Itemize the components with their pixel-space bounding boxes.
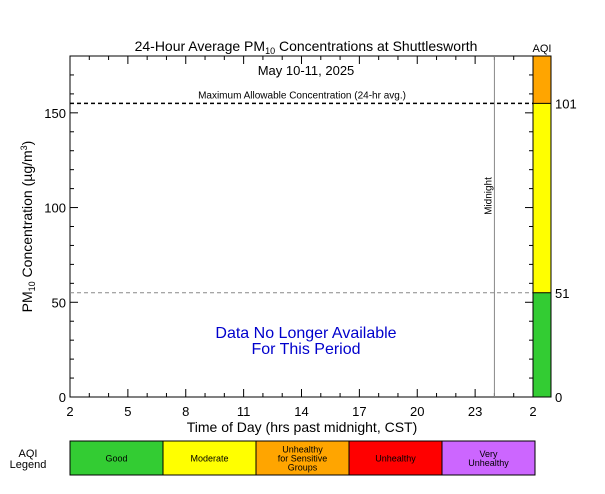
legend-item-label: Very xyxy=(479,449,498,459)
legend-item-label: for Sensitive xyxy=(278,454,328,464)
aqi-bar-label: 101 xyxy=(555,96,577,111)
legend-item-label: Good xyxy=(105,454,127,464)
aqi-bar-segment xyxy=(533,56,551,104)
aqi-bar-label: 0 xyxy=(555,390,562,405)
x-tick-label: 11 xyxy=(237,404,251,419)
midnight-label: Midnight xyxy=(483,177,494,215)
aqi-bar-label: 51 xyxy=(555,286,569,301)
legend-title-line2: Legend xyxy=(10,459,47,471)
x-tick-label: 20 xyxy=(410,404,424,419)
legend-swatch xyxy=(162,440,257,476)
aqi-bar-frame xyxy=(532,55,552,398)
x-tick-label: 5 xyxy=(124,404,131,419)
reference-line-label: Maximum Allowable Concentration (24-hr a… xyxy=(198,90,406,101)
x-tick-label: 14 xyxy=(294,404,308,419)
x-tick-label: 2 xyxy=(66,404,73,419)
legend-item-label: Moderate xyxy=(190,454,228,464)
x-tick-label: 23 xyxy=(468,404,482,419)
chart-title: 24-Hour Average PM10 Concentrations at S… xyxy=(135,38,478,56)
legend-swatch xyxy=(441,440,536,476)
aqi-bar-segment xyxy=(533,103,551,293)
legend-title-line1: AQI xyxy=(19,448,38,460)
y-tick-label: 0 xyxy=(59,390,66,405)
x-axis-label: Time of Day (hrs past midnight, CST) xyxy=(187,419,418,435)
y-tick-label: 100 xyxy=(44,201,66,216)
x-tick-label: 2 xyxy=(529,404,536,419)
x-tick-label: 8 xyxy=(182,404,189,419)
y-tick-label: 150 xyxy=(44,106,66,121)
legend-item-label: Unhealthy xyxy=(282,445,323,455)
legend-item-label: Groups xyxy=(288,463,318,473)
aqi-bar-segment xyxy=(533,292,551,397)
y-tick-label: 50 xyxy=(52,295,66,310)
no-data-message-line2: For This Period xyxy=(251,341,360,358)
legend-item-label: Unhealthy xyxy=(468,458,509,468)
y-axis-label: PM10 Concentration (µg/m3) xyxy=(19,141,37,313)
no-data-message-line1: Data No Longer Available xyxy=(215,325,396,342)
aqi-bar-title: AQI xyxy=(533,43,552,55)
x-tick-label: 17 xyxy=(352,404,366,419)
legend-item-label: Unhealthy xyxy=(375,454,416,464)
chart-subtitle: May 10-11, 2025 xyxy=(258,63,355,78)
legend-swatch xyxy=(348,440,443,476)
legend-swatch xyxy=(69,440,164,476)
